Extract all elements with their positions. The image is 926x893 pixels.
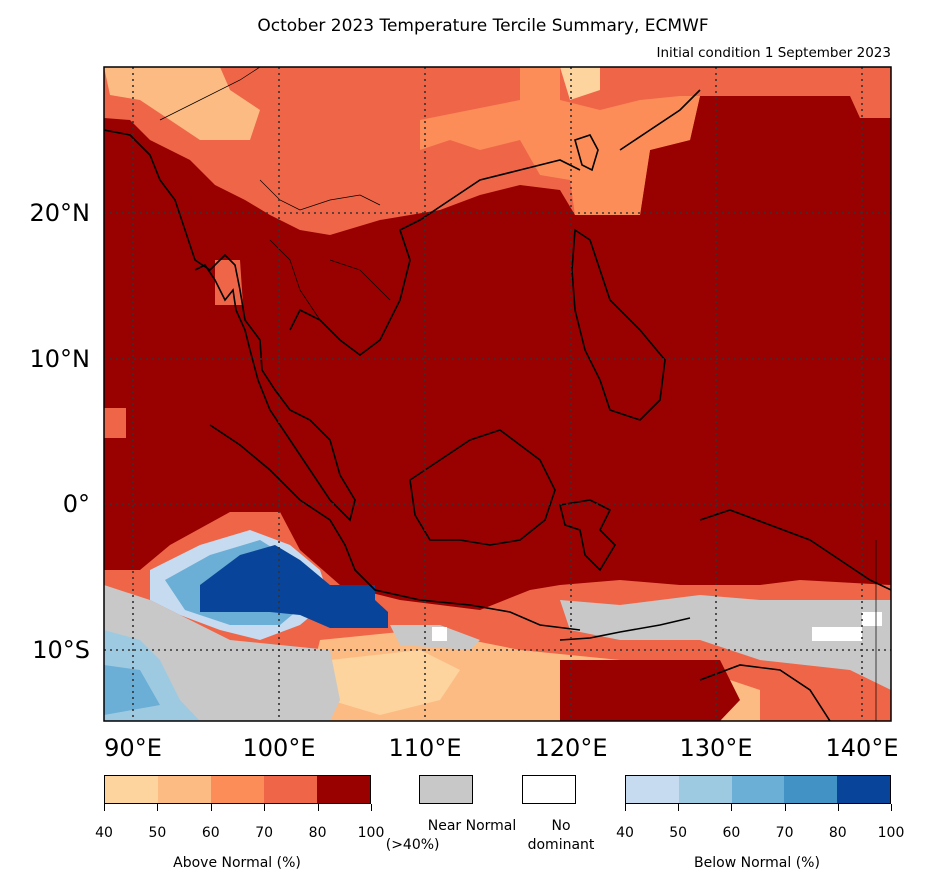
- lat-label-10s: 10°S: [32, 636, 90, 664]
- lon-label-120e: 120°E: [534, 734, 608, 762]
- graticule: [104, 67, 891, 721]
- lon-label-90e: 90°E: [104, 734, 162, 762]
- above-normal-40-50-swatch: [105, 776, 158, 803]
- above-normal-tick-mark: [371, 804, 372, 811]
- above-normal-tick-label: 100: [357, 825, 385, 841]
- below-normal-50-60-swatch: [678, 776, 732, 803]
- below-normal-tick-label: 80: [828, 825, 847, 841]
- above-normal-60-70-north: [420, 67, 700, 215]
- map-frame: [103, 66, 892, 722]
- above-normal-tick-mark: [104, 804, 105, 811]
- above-normal-80-100-south: [560, 660, 740, 721]
- country-borders: [159, 67, 877, 721]
- above-normal-40-50-south: [330, 650, 460, 715]
- below-normal-tick-mark: [731, 804, 733, 811]
- initial-condition-label: Initial condition 1 September 2023: [656, 45, 891, 61]
- below-normal-80-100-region: [200, 545, 388, 628]
- above-normal-tick-label: 40: [95, 825, 113, 841]
- above-normal-title: Above Normal (%): [173, 855, 301, 871]
- no-dominant-swatch: [522, 775, 576, 804]
- above-normal-60-70-swatch: [211, 776, 264, 803]
- lat-label-20n: 20°N: [29, 199, 91, 227]
- no-dominant-cell: [862, 612, 882, 626]
- tercile-grid: [104, 67, 891, 721]
- below-normal-tick-mark: [891, 804, 892, 811]
- above-normal-tick-label: 80: [308, 825, 327, 841]
- above-normal-colorbar: [104, 775, 371, 804]
- below-normal-tick-label: 40: [616, 825, 634, 841]
- below-normal-60-70-sw: [104, 665, 160, 715]
- below-normal-tick-label: 70: [775, 825, 794, 841]
- below-normal-tick-mark: [837, 804, 839, 811]
- lon-label-110e: 110°E: [388, 734, 462, 762]
- above-normal-50-60-nw: [104, 67, 260, 140]
- lat-label-0: 0°: [62, 490, 90, 518]
- above-normal-50-60-swatch: [158, 776, 211, 803]
- above-normal-tick-mark: [157, 804, 159, 811]
- near-normal-southeast: [560, 595, 891, 690]
- lat-label-10n: 10°N: [29, 345, 91, 373]
- above-normal-40-50-north: [560, 67, 600, 100]
- map-title: October 2023 Temperature Tercile Summary…: [257, 16, 709, 36]
- above-normal-70-80-swatch: [264, 776, 317, 803]
- lon-label-140e: 140°E: [825, 734, 899, 762]
- above-normal-tick-label: 60: [201, 825, 220, 841]
- below-normal-tick-mark: [784, 804, 786, 811]
- coastlines: [104, 89, 891, 721]
- above-normal-70-80-west: [104, 408, 126, 438]
- above-normal-tick-mark: [210, 804, 212, 811]
- above-normal-tick-mark: [264, 804, 266, 811]
- above-normal-tick-label: 50: [148, 825, 167, 841]
- no-dominant-cell: [432, 627, 447, 641]
- lon-label-100e: 100°E: [242, 734, 316, 762]
- lon-label-130e: 130°E: [679, 734, 753, 762]
- above-normal-tick-mark: [317, 804, 319, 811]
- below-normal-colorbar: [625, 775, 891, 804]
- below-normal-40-50-swatch: [626, 776, 679, 803]
- no-dominant-cell: [812, 627, 862, 641]
- near-normal-label: Near Normal (>40%): [385, 818, 517, 853]
- below-normal-tick-mark: [625, 804, 626, 811]
- above-normal-tick-label: 70: [255, 825, 274, 841]
- below-normal-tick-label: 100: [877, 825, 905, 841]
- near-normal-swatch: [419, 775, 473, 804]
- below-normal-tick-mark: [678, 804, 680, 811]
- below-normal-60-70-swatch: [731, 776, 785, 803]
- below-normal-tick-label: 50: [669, 825, 688, 841]
- below-normal-80-100-swatch: [837, 776, 890, 803]
- below-normal-70-80-swatch: [784, 776, 838, 803]
- below-normal-title: Below Normal (%): [694, 855, 820, 871]
- below-normal-tick-label: 60: [722, 825, 741, 841]
- above-normal-80-100-swatch: [317, 776, 370, 803]
- no-dominant-label: No dominant: [527, 818, 595, 853]
